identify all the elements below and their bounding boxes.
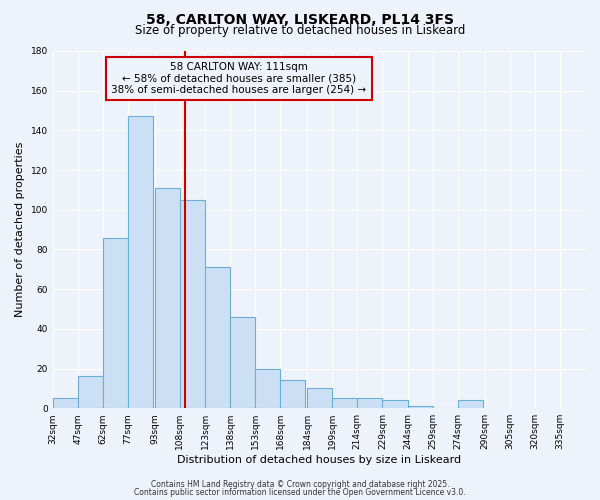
Bar [382,400,407,408]
Bar [155,188,180,408]
Bar [332,398,358,408]
Bar [53,398,78,408]
Text: 58, CARLTON WAY, LISKEARD, PL14 3FS: 58, CARLTON WAY, LISKEARD, PL14 3FS [146,12,454,26]
Y-axis label: Number of detached properties: Number of detached properties [15,142,25,318]
Text: Contains HM Land Registry data © Crown copyright and database right 2025.: Contains HM Land Registry data © Crown c… [151,480,449,489]
Bar [407,406,433,408]
Bar [458,400,483,408]
Bar [230,317,255,408]
Bar [255,368,280,408]
Bar [358,398,382,408]
Bar [78,376,103,408]
Bar [180,200,205,408]
X-axis label: Distribution of detached houses by size in Liskeard: Distribution of detached houses by size … [177,455,461,465]
Bar [128,116,153,408]
Text: Size of property relative to detached houses in Liskeard: Size of property relative to detached ho… [135,24,465,37]
Bar [307,388,332,408]
Bar [205,268,230,408]
Text: 58 CARLTON WAY: 111sqm
← 58% of detached houses are smaller (385)
38% of semi-de: 58 CARLTON WAY: 111sqm ← 58% of detached… [112,62,367,95]
Text: Contains public sector information licensed under the Open Government Licence v3: Contains public sector information licen… [134,488,466,497]
Bar [103,238,128,408]
Bar [280,380,305,408]
